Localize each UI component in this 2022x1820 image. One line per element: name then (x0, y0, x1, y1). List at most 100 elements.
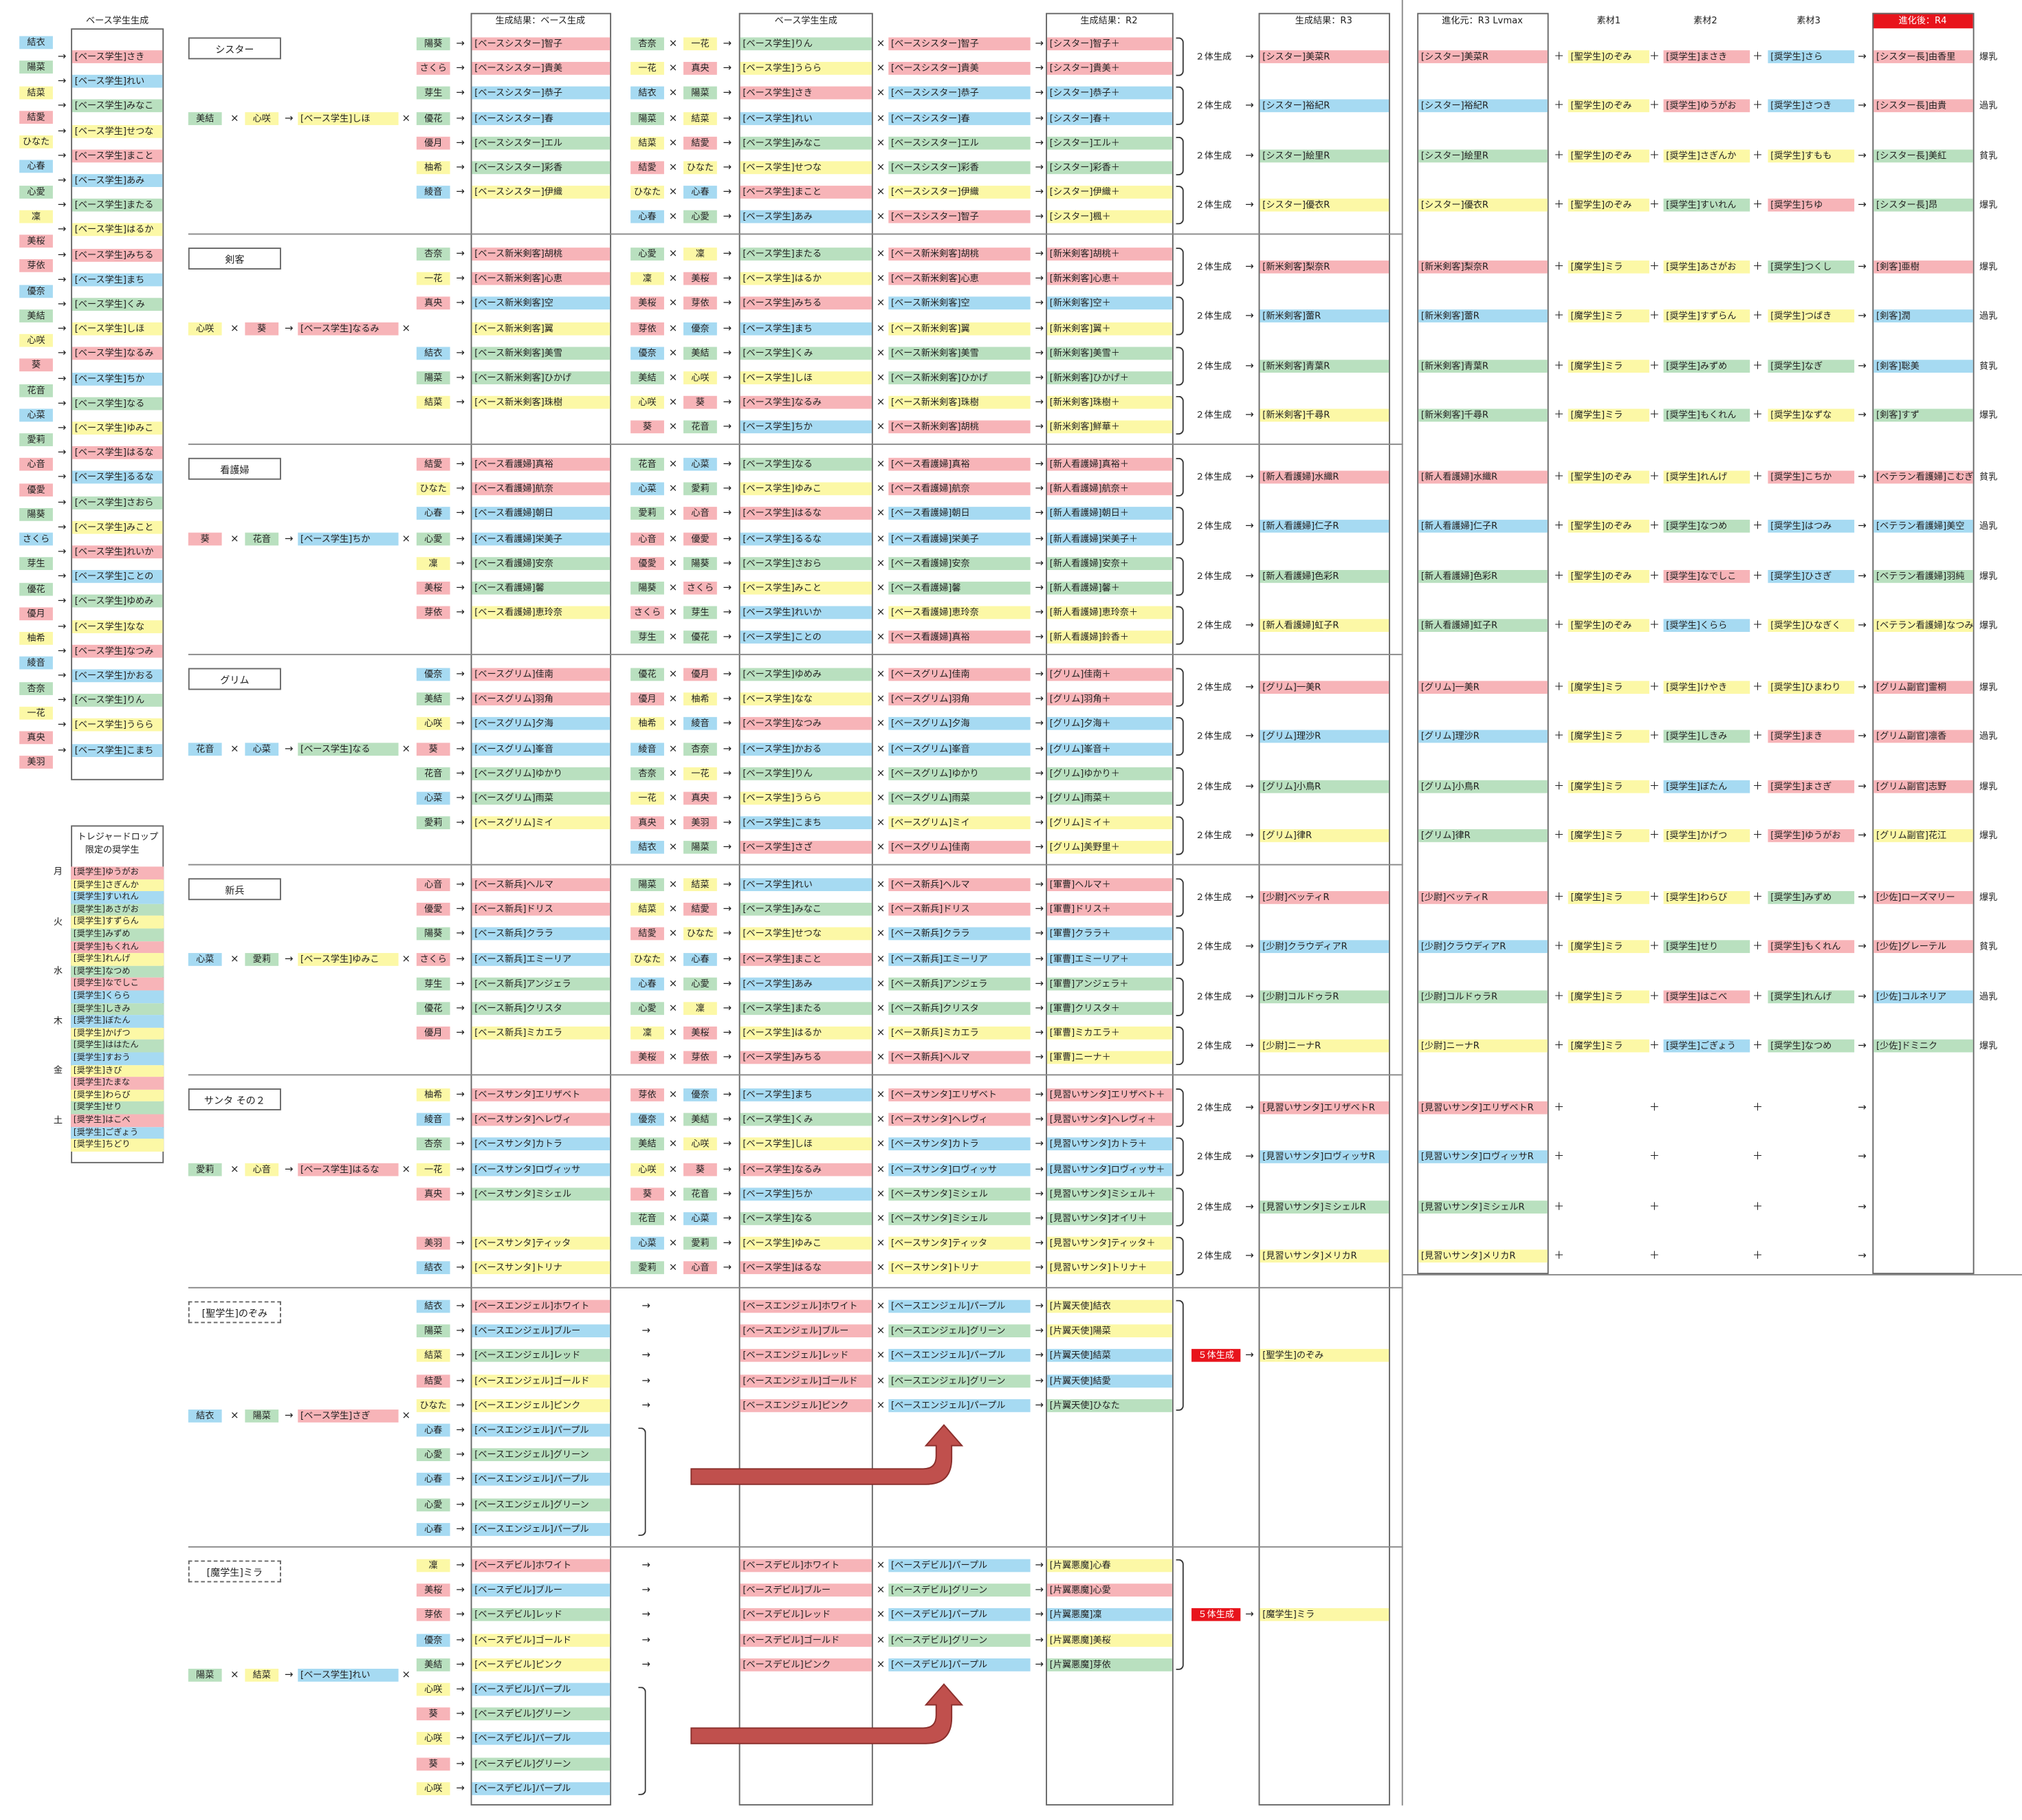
name-tag: [ベース学生]さおら (740, 556, 872, 570)
name-tag: 真央 (683, 62, 717, 76)
op-arrow: → (57, 75, 67, 87)
name-tag: [グリム]佳南＋ (1046, 668, 1172, 681)
size-label: 貧乳 (1979, 941, 1998, 952)
op-arrow: → (723, 136, 732, 149)
op-arrow: → (723, 878, 732, 890)
op-times: × (668, 928, 678, 940)
op-times: × (668, 631, 678, 643)
op-plus: ＋ (1554, 1101, 1565, 1113)
gen2-label: ２体生成 (1195, 200, 1232, 211)
name-tag: [ベースエンジェル]パープル (888, 1349, 1031, 1363)
name-tag: 陽菜 (630, 878, 664, 892)
op-arrow: → (723, 767, 732, 779)
op-arrow: → (456, 347, 465, 359)
op-times: × (402, 1410, 411, 1421)
op-arrow: → (456, 87, 465, 99)
name-tag: [ベース新米剣客]ひかげ (472, 371, 611, 384)
op-arrow: → (57, 446, 67, 459)
op-arrow: → (284, 532, 294, 545)
name-tag: [ベース学生]またる (72, 199, 163, 212)
name-tag: [グリム]一美R (1260, 681, 1389, 694)
name-tag: 美結 (19, 309, 53, 322)
name-tag: [少尉]クラウディアR (1418, 941, 1548, 954)
name-tag: [ベースサンタ]ヘレヴィ (888, 1112, 1031, 1126)
name-tag: [ベース学生]まこと (72, 149, 163, 162)
op-arrow: → (456, 1781, 465, 1794)
op-plus: ＋ (1649, 408, 1660, 421)
name-tag: ひなた (683, 161, 717, 175)
name-tag: 柚希 (19, 632, 53, 645)
name-tag: [ベースグリム]ミイ (472, 816, 611, 830)
bracket (1176, 297, 1184, 336)
op-times: × (876, 1349, 886, 1361)
name-tag: 綾音 (19, 657, 53, 670)
op-arrow: → (1035, 1163, 1044, 1174)
op-arrow: → (723, 371, 732, 384)
name-tag: 一花 (416, 1163, 450, 1176)
op-times: × (876, 668, 886, 680)
name-tag: [新人看護婦]栄美子＋ (1046, 531, 1172, 545)
op-plus: ＋ (1752, 149, 1763, 162)
name-tag: [グリム副官]花江 (1873, 829, 1973, 843)
name-tag: [ベースサンタ]カトラ (888, 1138, 1031, 1151)
op-arrow: → (723, 297, 732, 309)
name-tag: 心愛 (416, 1498, 450, 1511)
op-arrow: → (456, 507, 465, 519)
op-arrow: → (456, 1237, 465, 1249)
op-arrow: → (1245, 1101, 1254, 1113)
treasure-item: [奨学生]きび (71, 1064, 164, 1077)
name-tag: [魔学生]ミラ (1260, 1608, 1389, 1621)
name-tag: 愛莉 (245, 953, 279, 966)
op-arrow: → (284, 1163, 294, 1175)
name-tag: [ベースサンタ]ロヴィッサ (888, 1163, 1031, 1176)
name-tag: [ベース学生]なる (72, 397, 163, 410)
op-arrow: → (1245, 730, 1254, 743)
name-tag: [魔学生]ミラ (1568, 990, 1649, 1003)
name-tag: [見習いサンタ]ミシェルR (1260, 1200, 1389, 1214)
name-tag: ひなた (19, 135, 53, 149)
name-tag: 結菜 (19, 85, 53, 99)
op-arrow: → (456, 1088, 465, 1100)
name-tag: [新人看護婦]航奈＋ (1046, 482, 1172, 496)
name-tag: [ベース学生]まこと (740, 186, 872, 199)
name-tag: [グリム]ミイ＋ (1046, 816, 1172, 830)
op-arrow: → (1858, 309, 1867, 322)
op-arrow: → (456, 531, 465, 544)
name-tag: 結愛 (683, 903, 717, 917)
name-tag: 美結 (416, 692, 450, 706)
size-label: 過乳 (1979, 101, 1998, 112)
name-tag: [少佐]ドミニク (1873, 1040, 1973, 1053)
op-arrow: → (1858, 1200, 1867, 1212)
bracket (1176, 1237, 1184, 1276)
op-times: × (668, 841, 678, 853)
op-times: × (668, 556, 678, 569)
op-plus: ＋ (1752, 619, 1763, 631)
name-tag: 芽依 (683, 297, 717, 310)
op-plus: ＋ (1554, 941, 1565, 952)
name-tag: 優花 (630, 668, 664, 681)
name-tag: [新米剣客]翼＋ (1046, 322, 1172, 335)
name-tag: 愛莉 (630, 507, 664, 520)
op-plus: ＋ (1554, 730, 1565, 743)
name-tag: さくら (19, 532, 53, 546)
treasure-item: [奨学生]あさがお (71, 903, 164, 917)
op-arrow: → (1035, 297, 1044, 309)
name-tag: [ベース学生]まこと (740, 952, 872, 966)
name-tag: [奨学生]ゆうがお (1663, 100, 1750, 113)
name-tag: [シスター]優衣R (1260, 199, 1389, 212)
name-tag: [ベース新兵]ヘルマ (888, 878, 1031, 892)
name-tag: [ベース新兵]ミカエラ (888, 1027, 1031, 1040)
op-arrow: → (723, 111, 732, 124)
name-tag: [ベース学生]なるみ (740, 1163, 872, 1176)
op-times: × (668, 37, 678, 50)
op-arrow: → (456, 482, 465, 494)
name-tag: [聖学生]のぞみ (1568, 50, 1649, 63)
op-times: × (668, 421, 678, 433)
op-times: × (876, 1324, 886, 1337)
name-tag: [ベースエンジェル]ホワイト (740, 1300, 872, 1313)
op-plus: ＋ (1752, 470, 1763, 483)
name-tag: [ベース看護婦]栄美子 (888, 531, 1031, 545)
op-arrow: → (456, 816, 465, 829)
name-tag: [ベース学生]ゆみこ (740, 482, 872, 496)
op-plus: ＋ (1649, 681, 1660, 693)
